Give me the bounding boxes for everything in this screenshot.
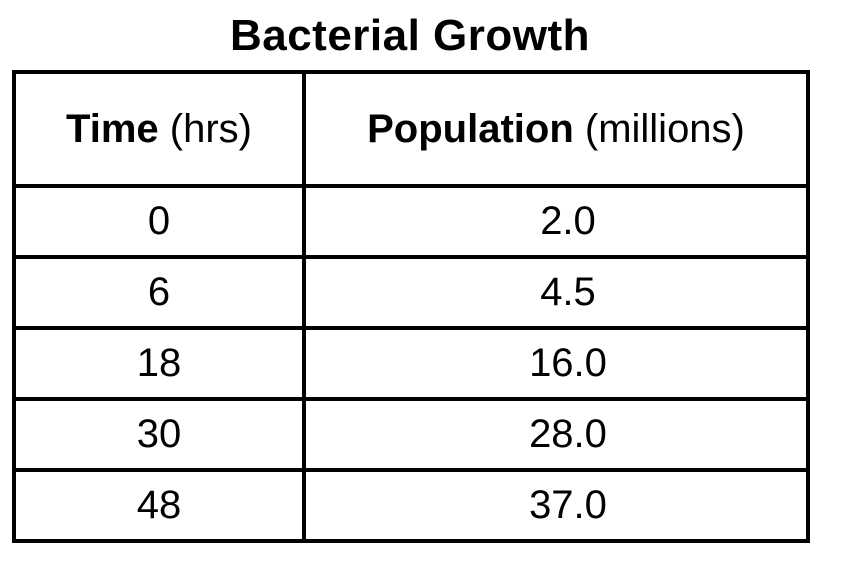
population-value: 2.0 — [540, 199, 596, 243]
column-header-time: Time (hrs) — [12, 70, 306, 188]
time-cell: 30 — [12, 397, 306, 472]
table-row: 48 37.0 — [12, 468, 810, 543]
table-row: 18 16.0 — [12, 326, 810, 401]
header-row: Time (hrs) Population (millions) — [12, 70, 810, 188]
population-cell: 4.5 — [302, 255, 810, 330]
table-row: 0 2.0 — [12, 184, 810, 259]
population-cell: 37.0 — [302, 468, 810, 543]
column-header-time-unit: (hrs) — [169, 106, 252, 151]
population-value: 28.0 — [529, 412, 607, 456]
population-cell: 28.0 — [302, 397, 810, 472]
table-row: 6 4.5 — [12, 255, 810, 330]
column-header-population-name: Population — [367, 106, 574, 151]
data-table: Time (hrs) Population (millions) 0 2.0 6… — [12, 70, 810, 543]
time-cell: 48 — [12, 468, 306, 543]
time-cell: 6 — [12, 255, 306, 330]
population-value: 16.0 — [529, 341, 607, 385]
table-row: 30 28.0 — [12, 397, 810, 472]
population-cell: 2.0 — [302, 184, 810, 259]
column-header-population-unit: (millions) — [584, 106, 745, 151]
column-header-time-name: Time — [66, 106, 159, 151]
table-title: Bacterial Growth — [229, 11, 591, 60]
time-cell: 0 — [12, 184, 306, 259]
time-cell: 18 — [12, 326, 306, 401]
population-cell: 16.0 — [302, 326, 810, 401]
column-header-population: Population (millions) — [302, 70, 810, 188]
population-value: 37.0 — [529, 483, 607, 527]
population-value: 4.5 — [540, 270, 596, 314]
